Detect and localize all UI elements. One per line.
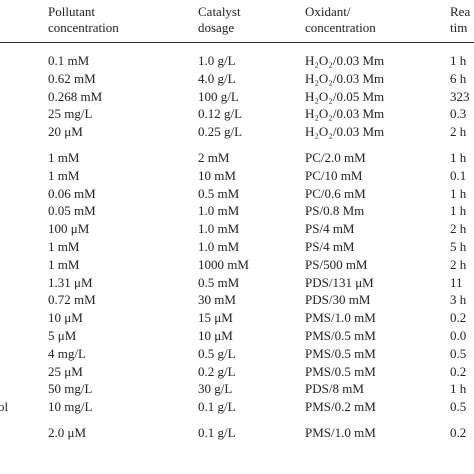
header-cell: concentration (305, 20, 376, 35)
cell: 0.2 g/L (198, 363, 236, 379)
cell: 0.1 (450, 167, 467, 183)
cell: PMS/0.5 mM (305, 328, 376, 343)
cell: 2.0 μM (48, 425, 87, 440)
cell: 50 mg/L (48, 381, 93, 397)
cell: PMS/0.2 mM (305, 399, 376, 415)
cell: PS/4 mM (305, 221, 355, 237)
cell: 15 μM (198, 310, 233, 326)
cell: 10 mM (198, 167, 236, 183)
cell: PMS/0.5 mM (305, 363, 376, 379)
cell: H₂O₂/0.03 Mm (305, 53, 385, 68)
header-cell: Pollutant (48, 4, 95, 19)
cell: PC/2.0 mM (305, 150, 366, 165)
cell: 1.0 mM (198, 203, 240, 219)
cell: PC/0.6 mM (305, 185, 366, 201)
cell: 0.2 (450, 310, 467, 326)
cell: 0.5 (450, 345, 467, 361)
cell: 0.05 mM (48, 203, 96, 219)
cell: 1000 mM (198, 256, 249, 272)
cell: 0.72 mM (48, 292, 96, 308)
cell: PDS/30 mM (305, 292, 371, 308)
cell: 5 h (450, 239, 467, 254)
cell: 10 μM (198, 328, 233, 343)
cell: PMS/1.0 mM (305, 310, 376, 326)
cell: H₂O₂/0.05 Mm (305, 88, 385, 104)
cell: 2 mM (198, 150, 230, 165)
header-cell: Catalyst (198, 4, 241, 19)
cell: 0.62 mM (48, 70, 96, 86)
row-label: ol (0, 399, 9, 415)
cell: 0.1 g/L (198, 425, 236, 440)
cell: 30 mM (198, 292, 236, 308)
cell: 0.12 g/L (198, 106, 243, 122)
header-rule (0, 42, 474, 43)
cell: 100 g/L (198, 88, 239, 104)
cell: 0.1 mM (48, 53, 90, 68)
cell: 6 h (450, 70, 467, 86)
cell: 2 h (450, 256, 467, 272)
cell: 4.0 g/L (198, 70, 236, 86)
header-cell: concentration (48, 20, 119, 35)
cell: 25 mg/L (48, 106, 93, 122)
header-cell: dosage (198, 20, 235, 35)
cell: 0.0 (450, 328, 467, 343)
cell: 0.3 (450, 106, 467, 122)
cell: 1 h (450, 381, 467, 397)
cell: PDS/8 mM (305, 381, 364, 397)
cell: 10 μM (48, 310, 83, 326)
cell: 0.5 (450, 399, 467, 415)
cell: PMS/1.0 mM (305, 425, 376, 440)
cell: 1 h (450, 185, 467, 201)
cell: 20 μM (48, 124, 83, 140)
cell: 1.0 mM (198, 239, 240, 254)
cell: 323 (450, 88, 470, 104)
cell: 1.0 mM (198, 221, 240, 237)
cell: 0.2 (450, 363, 467, 379)
cell: 1 mM (48, 150, 80, 165)
cell: 0.1 g/L (198, 399, 236, 415)
cell: 1.31 μM (48, 274, 93, 290)
cell: 1 mM (48, 256, 80, 272)
cell: 0.5 mM (198, 274, 240, 290)
cell: 2 h (450, 124, 467, 140)
cell: 1 mM (48, 167, 80, 183)
cell: 5 μM (48, 328, 77, 343)
cell: 1 h (450, 150, 467, 165)
cell: 30 g/L (198, 381, 233, 397)
header-cell: Oxidant/ (305, 4, 351, 19)
header-cell: tim (450, 20, 468, 35)
cell: 0.06 mM (48, 185, 96, 201)
cell: 1 h (450, 53, 467, 68)
cell: H₂O₂/0.03 Mm (305, 70, 385, 86)
cell: 0.268 mM (48, 88, 103, 104)
header-cell: Rea (450, 4, 471, 19)
cell: 0.5 g/L (198, 345, 236, 361)
cell: 0.2 (450, 425, 467, 440)
cell: H₂O₂/0.03 Mm (305, 124, 385, 140)
cell: 11 (450, 274, 463, 290)
cell: PDS/131 μM (305, 274, 374, 290)
cell: 4 mg/L (48, 345, 86, 361)
cell: 1.0 g/L (198, 53, 236, 68)
cell: 3 h (450, 292, 467, 308)
cell: 0.25 g/L (198, 124, 243, 140)
cell: PMS/0.5 mM (305, 345, 376, 361)
cell: 1 h (450, 203, 467, 219)
cell: 10 mg/L (48, 399, 93, 415)
cell: 25 μM (48, 363, 83, 379)
cell: PS/500 mM (305, 256, 368, 272)
cell: PS/0.8 Mm (305, 203, 365, 219)
cell: 0.5 mM (198, 185, 240, 201)
cell: 100 μM (48, 221, 90, 237)
cell: H₂O₂/0.03 Mm (305, 106, 385, 122)
cell: 2 h (450, 221, 467, 237)
cell: 1 mM (48, 239, 80, 254)
cell: PC/10 mM (305, 167, 363, 183)
cell: PS/4 mM (305, 239, 355, 254)
